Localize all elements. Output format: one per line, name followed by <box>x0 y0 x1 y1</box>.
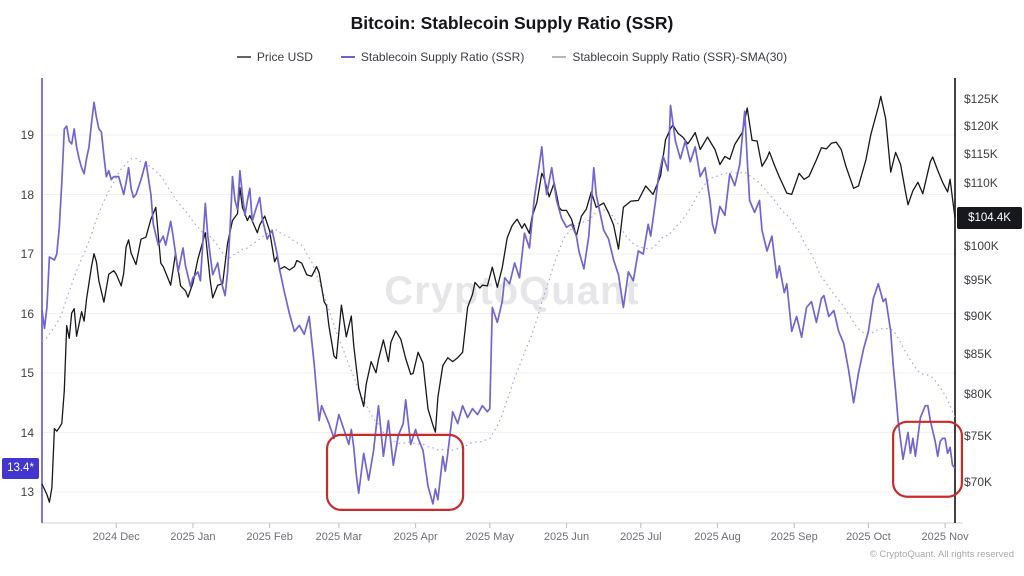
x-axis-month-label: 2025 Oct <box>846 531 891 543</box>
x-axis-month-label: 2025 Sep <box>770 531 818 543</box>
ssr-sma30-line <box>41 157 956 451</box>
y-axis-left-tick-label: 19 <box>20 128 34 142</box>
y-axis-right-tick-label: $70K <box>964 475 993 490</box>
sma-line-swatch-icon <box>552 56 567 58</box>
x-axis-month-label: 2024 Dec <box>92 531 140 543</box>
legend-label-price: Price USD <box>256 50 313 64</box>
price-usd-line <box>41 95 956 503</box>
y-axis-right-tick-label: $125K <box>964 92 999 106</box>
y-axis-left-tick-label: 18 <box>20 187 34 202</box>
price-line-swatch-icon <box>236 56 251 58</box>
highlight-annotation-box <box>892 420 964 498</box>
ssr-line <box>41 101 956 505</box>
x-axis-month-label: 2025 Aug <box>694 531 741 543</box>
y-axis-left-tick-label: 14 <box>20 425 34 440</box>
y-axis-right-tick-label: $80K <box>964 386 993 401</box>
x-axis-month-label: 2025 Feb <box>246 531 293 543</box>
y-axis-right-tick-label: $100K <box>964 239 999 254</box>
chart-legend: Price USD Stablecoin Supply Ratio (SSR) … <box>0 50 1024 64</box>
x-axis-month-label: 2025 Apr <box>393 531 438 543</box>
legend-label-ssr: Stablecoin Supply Ratio (SSR) <box>360 50 525 64</box>
y-axis-right-tick-label: $75K <box>964 429 993 444</box>
y-axis-left-tick-label: 16 <box>20 306 34 321</box>
y-axis-left-tick-label: 17 <box>20 247 34 261</box>
y-axis-right-tick-label: $120K <box>964 118 999 133</box>
chart-title: Bitcoin: Stablecoin Supply Ratio (SSR) <box>350 13 674 33</box>
copyright-notice: © CryptoQuant. All rights reserved <box>869 549 1014 560</box>
x-axis-month-label: 2025 Jan <box>170 531 216 543</box>
x-axis-month-label: 2025 Mar <box>315 531 363 543</box>
y-axis-right-tick-label: $90K <box>964 309 993 324</box>
highlight-annotation-box <box>325 433 465 511</box>
ssr-current-value-badge: 13.4* <box>2 457 39 479</box>
y-axis-left-tick-label: 13 <box>20 485 34 499</box>
legend-item-ssr[interactable]: Stablecoin Supply Ratio (SSR) <box>340 50 525 64</box>
y-axis-left-tick-label: 15 <box>20 366 34 380</box>
y-axis-right-tick-label: $95K <box>964 273 993 288</box>
ssr-line-swatch-icon <box>340 56 355 58</box>
y-axis-right-tick-label: $110K <box>964 176 998 191</box>
price-current-value-badge: $104.4K <box>957 206 1022 229</box>
legend-item-ssr-sma[interactable]: Stablecoin Supply Ratio (SSR)-SMA(30) <box>552 50 787 64</box>
x-axis-month-label: 2025 Nov <box>921 531 969 543</box>
x-axis-month-label: 2025 May <box>465 531 514 543</box>
x-axis-month-label: 2025 Jul <box>619 531 662 543</box>
x-axis-month-label: 2025 Jun <box>543 531 590 543</box>
y-axis-right-tick-label: $85K <box>964 346 993 361</box>
legend-item-price[interactable]: Price USD <box>236 50 313 64</box>
legend-label-ssr-sma: Stablecoin Supply Ratio (SSR)-SMA(30) <box>572 50 788 64</box>
y-axis-right-tick-label: $115K <box>964 147 998 162</box>
